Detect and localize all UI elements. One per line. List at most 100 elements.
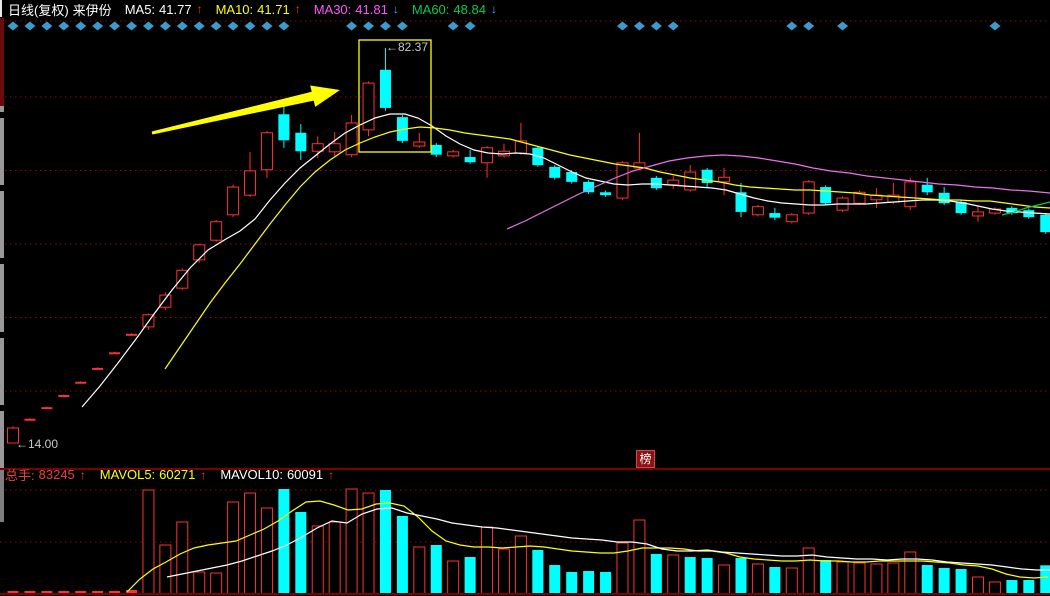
volume-bar <box>7 591 19 594</box>
candle-body <box>1023 210 1035 218</box>
candle-body <box>345 122 358 156</box>
event-diamond-icon <box>396 21 408 31</box>
volume-bar <box>1023 580 1035 594</box>
candle-body <box>955 202 967 214</box>
event-diamond-icon <box>24 21 36 31</box>
peak-price-label: ←82.37 <box>386 40 429 54</box>
axis-tick <box>0 405 4 411</box>
event-diamond-icon <box>786 21 798 31</box>
candle-body <box>481 147 494 164</box>
candle-body <box>735 192 747 212</box>
volume-bar <box>904 551 917 595</box>
candle-body <box>566 172 578 182</box>
event-diamond-icon <box>159 21 171 31</box>
mavol10-label: MAVOL10: <box>220 467 283 482</box>
left-axis-strip[interactable] <box>0 106 4 468</box>
event-diamond-icon <box>379 21 391 31</box>
ma-line-ma30 <box>506 154 1050 230</box>
volume-bar <box>600 572 612 594</box>
volume-bar <box>75 591 87 594</box>
mavol5-value: 60271 <box>159 467 196 482</box>
candle-body <box>176 269 189 289</box>
volume-value: 83245 <box>38 467 75 482</box>
volume-bar <box>566 572 578 594</box>
candle-body <box>802 181 815 214</box>
down-arrow-icon: ↓ <box>392 2 399 16</box>
candle-body <box>227 186 240 216</box>
volume-bar <box>24 591 36 594</box>
left-axis-top-segment <box>0 18 4 106</box>
ma-line-mavol5 <box>126 500 1049 593</box>
event-diamond-icon <box>278 21 290 31</box>
ma30-label: MA30: <box>313 1 352 17</box>
volume-bar <box>413 546 426 595</box>
volume-bar <box>1040 565 1050 594</box>
ma5-value: 41.77 <box>159 1 192 17</box>
stock-name[interactable]: 来伊份 <box>72 2 112 18</box>
volume-bar <box>701 558 713 594</box>
period-label[interactable]: 日线(复权) <box>8 2 69 18</box>
volume-bar <box>820 560 832 594</box>
candle-body <box>328 143 341 153</box>
ma10-value: 41.71 <box>257 1 290 17</box>
volume-bar <box>295 512 307 594</box>
event-diamond-icon <box>803 21 815 31</box>
candle-body <box>718 176 731 183</box>
candle-body <box>1040 214 1050 233</box>
arrow-annotation <box>151 85 340 135</box>
low-price-label: ←14.00 <box>16 437 59 451</box>
candle-body <box>7 427 19 444</box>
volume-bar <box>785 567 798 595</box>
event-diamond-icon <box>837 21 849 31</box>
candle-body <box>701 169 713 184</box>
volume-bar <box>769 567 781 594</box>
main-chart-header: 日线(复权) 来伊份 MA5: 41.77 ↑ MA10: 41.71 ↑ MA… <box>0 0 1050 18</box>
ma-line-ma10 <box>164 126 1050 370</box>
candle-body <box>75 381 87 384</box>
volume-bar <box>278 489 290 594</box>
event-diamond-icon <box>447 21 459 31</box>
window-edge-marker <box>0 0 2 17</box>
candle-body <box>24 418 36 421</box>
candle-body <box>260 132 273 171</box>
event-diamond-icon <box>176 21 188 31</box>
highlight-box-annotation <box>358 39 432 153</box>
volume-bar <box>396 516 408 594</box>
candle-body <box>379 69 391 108</box>
pane-divider <box>0 468 1050 470</box>
candle-body <box>684 171 697 191</box>
rank-badge[interactable]: 榜 <box>636 450 655 468</box>
volume-bar <box>497 548 510 595</box>
volume-bar <box>464 557 476 594</box>
ma10-readout: MA10: 41.71 ↑ <box>216 2 301 17</box>
ma30-value: 41.81 <box>355 1 388 17</box>
ma60-readout: MA60: 48.84 ↓ <box>412 2 497 17</box>
ma10-label: MA10: <box>215 1 254 17</box>
ma-line-mavol10 <box>166 507 1050 578</box>
volume-bar <box>972 576 985 595</box>
volume-bar <box>311 525 324 595</box>
candle-body <box>633 162 646 169</box>
event-diamond-icon <box>41 21 53 31</box>
candle-body <box>278 114 290 141</box>
left-axis-strip-volume[interactable] <box>0 470 4 522</box>
volume-bar <box>870 563 883 595</box>
volume-bar <box>955 569 967 594</box>
volume-bar <box>430 545 442 594</box>
event-diamond-icon <box>75 21 87 31</box>
volume-label: 总手: <box>5 468 35 483</box>
event-diamond-icon <box>363 21 375 31</box>
candle-body <box>972 211 985 217</box>
candle-body <box>295 132 307 152</box>
candle-body <box>769 213 781 218</box>
volume-bar <box>853 562 866 595</box>
bottom-border <box>0 593 1050 595</box>
ma60-label: MA60: <box>411 1 450 17</box>
volume-bar <box>481 526 494 595</box>
volume-bar <box>176 521 189 595</box>
event-diamond-icon <box>142 21 154 31</box>
volume-bar <box>938 568 950 594</box>
up-arrow-icon: ↑ <box>200 467 207 482</box>
